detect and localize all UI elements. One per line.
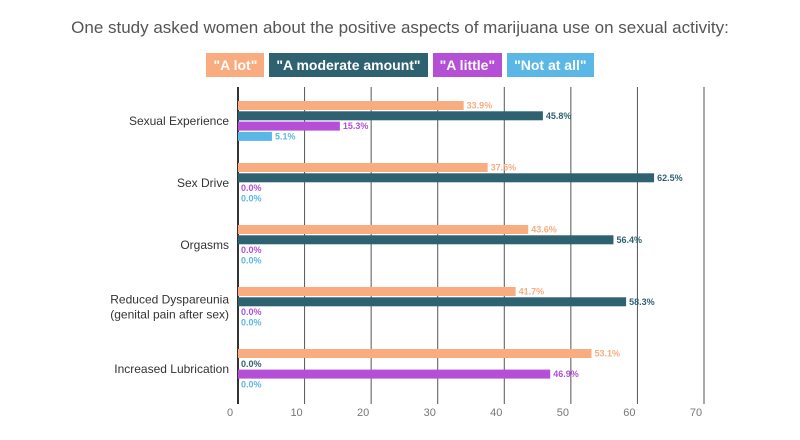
bar: [238, 121, 340, 131]
bar: [238, 131, 272, 141]
data-label: 0.0%: [241, 245, 262, 255]
data-label: 45.8%: [546, 111, 572, 121]
bar: [238, 369, 551, 379]
data-label: 37.5%: [491, 163, 517, 173]
data-label: 0.0%: [241, 255, 262, 265]
data-label: 33.9%: [467, 101, 493, 111]
x-tick-label: 70: [690, 407, 702, 419]
x-tick-label: 50: [557, 407, 569, 419]
x-tick-label: 60: [623, 407, 635, 419]
bar: [238, 297, 627, 307]
legend-item-moderate-amount: "A moderate amount": [269, 53, 428, 77]
x-tick-label: 40: [490, 407, 502, 419]
bar: [238, 225, 529, 234]
chart-title: One study asked women about the positive…: [71, 18, 729, 37]
bar: [238, 101, 464, 110]
legend-item-a-little: "A little": [432, 53, 503, 77]
data-label: 56.4%: [616, 235, 642, 245]
bar: [238, 235, 614, 245]
legend-item-not-at-all: "Not at all": [507, 53, 594, 77]
category-label: Orgasms: [180, 238, 229, 252]
bar: [238, 111, 543, 121]
category-label: Sexual Experience: [129, 114, 229, 128]
data-label: 41.7%: [519, 287, 545, 297]
data-label: 5.1%: [275, 131, 296, 141]
data-label: 0.0%: [241, 183, 262, 193]
data-label: 43.6%: [531, 225, 557, 235]
legend-item-a-lot: "A lot": [206, 53, 265, 77]
data-label: 0.0%: [241, 317, 262, 327]
data-label: 62.5%: [657, 173, 683, 183]
category-label: Sex Drive: [177, 176, 229, 190]
data-label: 15.3%: [343, 121, 369, 131]
category-label: Increased Lubrication: [114, 362, 229, 376]
data-label: 58.3%: [629, 297, 655, 307]
category-label: (genital pain after sex): [110, 308, 229, 322]
data-label: 0.0%: [241, 359, 262, 369]
data-label: 0.0%: [241, 307, 262, 317]
category-label: Reduced Dyspareunia: [110, 293, 229, 307]
bar: [238, 349, 592, 358]
data-label: 0.0%: [241, 379, 262, 389]
bar: [238, 287, 516, 296]
bar: [238, 163, 488, 172]
x-tick-label: 20: [357, 407, 369, 419]
data-label: 0.0%: [241, 193, 262, 203]
x-tick-label: 30: [424, 407, 436, 419]
bar: [238, 173, 655, 183]
x-tick-label: 0: [227, 407, 233, 419]
x-tick-label: 10: [290, 407, 302, 419]
data-label: 46.9%: [553, 369, 579, 379]
legend: "A lot" "A moderate amount" "A little" "…: [0, 53, 800, 77]
data-label: 53.1%: [594, 349, 620, 359]
